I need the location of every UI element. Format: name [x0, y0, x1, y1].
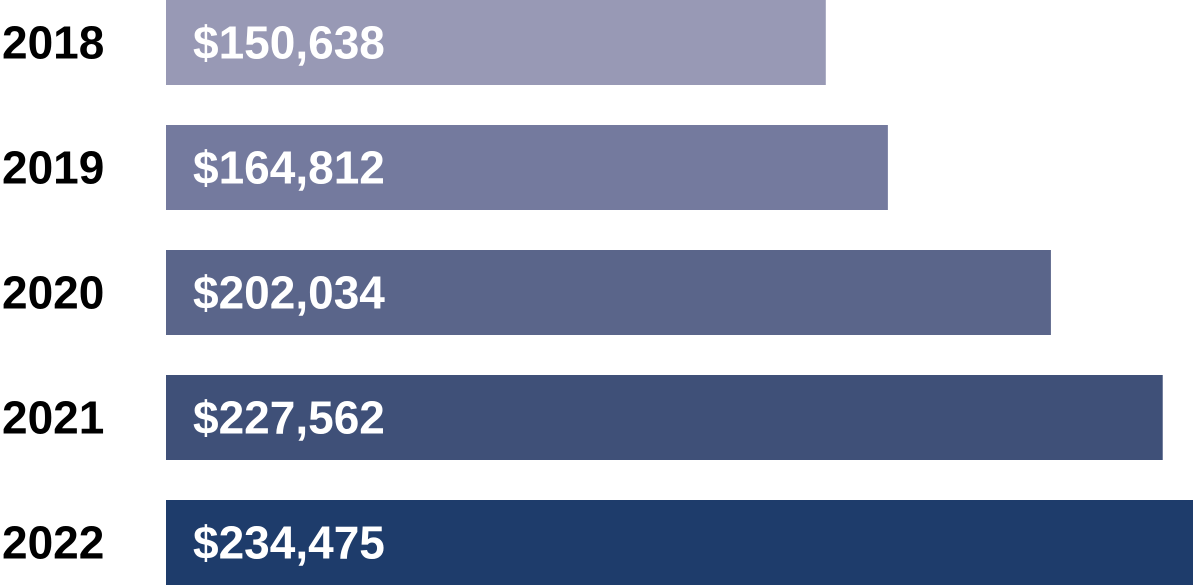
value-label-2019: $164,812: [193, 142, 385, 194]
bar-2021: [166, 375, 1163, 460]
value-label-2020: $202,034: [193, 267, 385, 319]
value-label-2022: $234,475: [193, 517, 385, 569]
category-label-2020: 2020: [2, 267, 104, 319]
value-label-2018: $150,638: [193, 17, 385, 69]
bar-2019: [166, 125, 888, 210]
bars-layer: [166, 0, 1193, 585]
category-label-2022: 2022: [2, 517, 104, 569]
bar-2022: [166, 500, 1193, 585]
value-label-2021: $227,562: [193, 392, 385, 444]
category-label-2021: 2021: [2, 392, 104, 444]
category-label-2018: 2018: [2, 17, 104, 69]
bar-2020: [166, 250, 1051, 335]
labels-layer: 2018 $150,638 2019 $164,812 2020 $202,034 2021…: [2, 17, 385, 569]
category-label-2019: 2019: [2, 142, 104, 194]
bar-2018: [166, 0, 826, 85]
